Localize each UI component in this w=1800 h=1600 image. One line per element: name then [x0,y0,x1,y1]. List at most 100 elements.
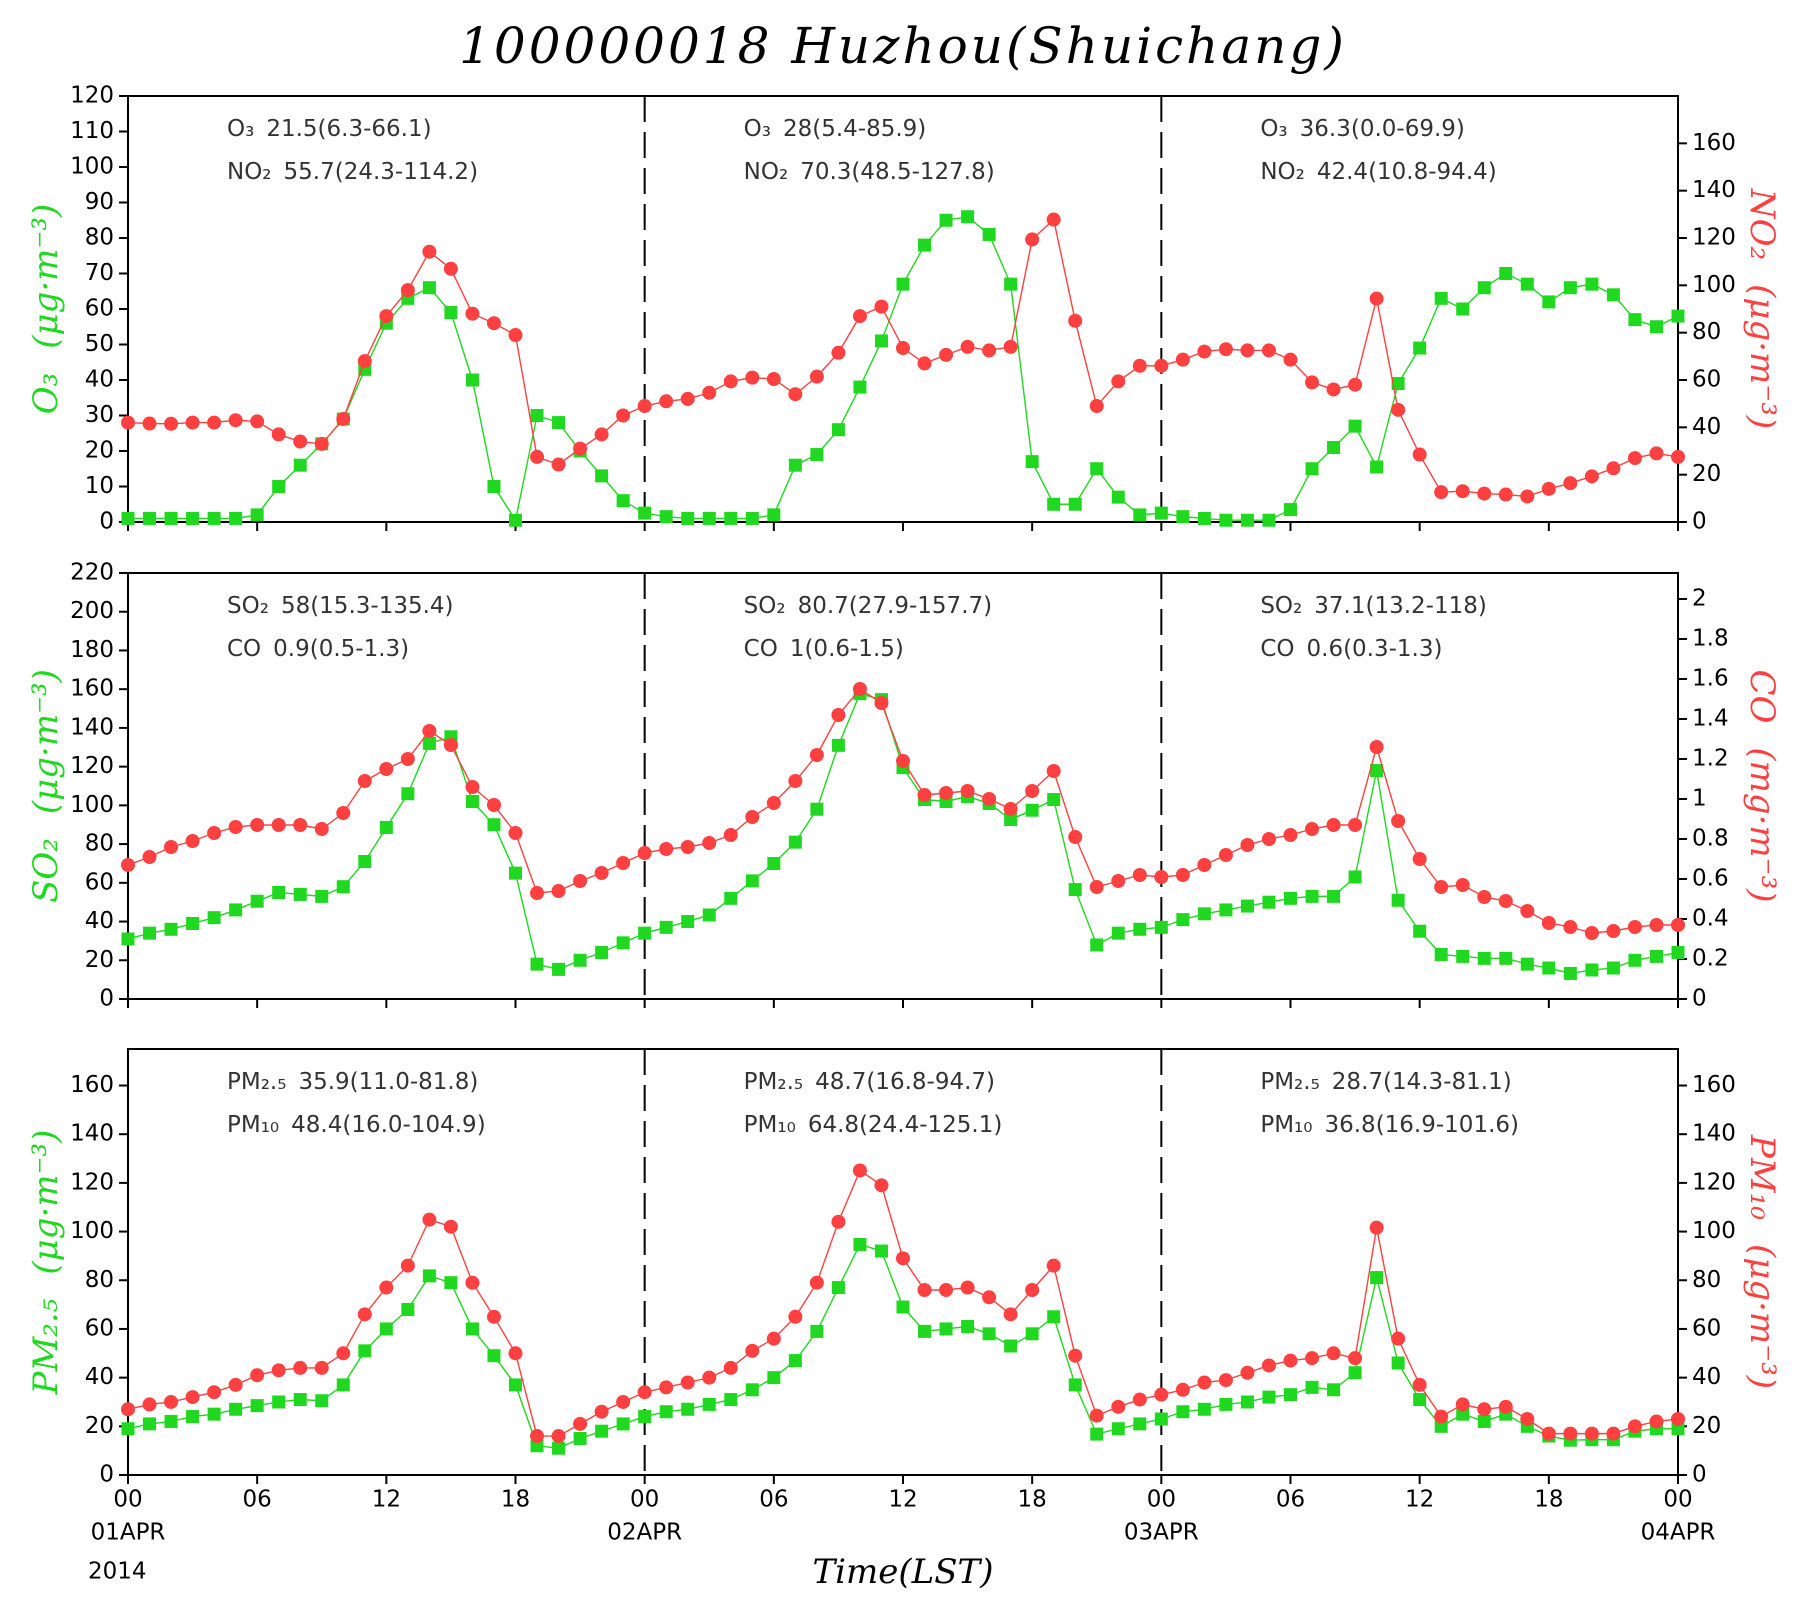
square-marker [207,511,221,525]
square-marker [702,908,716,922]
square-marker [745,1383,759,1397]
y2-tick-label: 40 [1692,1364,1721,1390]
y2-tick-label: 120 [1692,1169,1736,1195]
square-marker [1606,961,1620,975]
stat-value: 48.7(16.8-94.7) [815,1069,995,1095]
square-marker [1176,913,1190,927]
y2-tick-label: 60 [1692,367,1721,393]
circle-marker [1025,784,1040,798]
circle-marker [831,1214,846,1229]
circle-marker [831,708,846,722]
square-marker [229,511,243,525]
square-marker [272,480,286,493]
square-marker [1671,946,1685,960]
square-marker [1477,1414,1491,1428]
square-marker [1176,510,1190,524]
y-tick-label: 60 [85,1315,114,1341]
circle-marker [1003,1307,1018,1322]
circle-marker [1025,1282,1040,1297]
square-marker [336,880,350,894]
square-marker [1284,503,1297,517]
stat-value: 48.4(16.0-104.9) [291,1112,486,1138]
square-marker [724,891,738,905]
square-marker [638,506,652,520]
stat-value: 0.6(0.3-1.3) [1307,636,1443,662]
circle-marker [1025,232,1040,247]
circle-marker [1498,1399,1513,1414]
square-marker [1154,1412,1168,1426]
y-axis-unit: (μg·m⁻³) [26,1130,66,1275]
x-tick-label: 00 [1663,1487,1692,1513]
circle-marker [874,299,889,314]
circle-marker [1627,451,1642,466]
x-tick-label: 12 [888,1487,917,1513]
circle-marker [164,416,179,431]
circle-marker [616,856,631,870]
square-marker [250,1399,264,1413]
y-tick-label: 30 [85,402,114,428]
circle-marker [1649,1414,1664,1429]
y2-axis-species: CO [1742,669,1782,723]
y2-tick-label: 140 [1692,1121,1736,1147]
square-marker [250,508,264,522]
y-tick-label: 20 [85,1413,114,1439]
square-marker [1197,511,1211,525]
circle-marker [573,1416,588,1431]
square-marker [745,511,759,525]
square-marker [1520,957,1534,971]
circle-marker [896,754,910,768]
circle-marker [250,818,265,832]
x-date-label: 04APR [1641,1520,1716,1546]
square-marker [896,277,910,291]
circle-marker [1563,1426,1578,1441]
square-marker [1434,947,1448,961]
circle-marker [314,436,329,451]
series-line [127,692,1679,975]
circle-marker [1369,1220,1384,1235]
circle-marker [1132,1392,1147,1407]
square-marker [595,946,609,960]
y-tick-label: 80 [85,1267,114,1293]
stat-value: 1(0.6-1.5) [790,636,904,662]
circle-marker [1046,212,1061,227]
square-marker [853,1237,867,1251]
circle-marker [637,399,652,414]
square-marker [853,380,867,394]
square-marker [1649,949,1663,963]
circle-marker [852,309,867,324]
circle-marker [896,1251,910,1266]
y2-tick-label: 1.6 [1692,666,1729,692]
circle-marker [1391,1331,1406,1346]
square-marker [1585,963,1599,977]
square-marker [1671,309,1685,323]
square-marker [509,1378,522,1392]
y-tick-label: 220 [70,560,114,586]
circle-marker [745,370,760,385]
square-marker [1305,1380,1319,1394]
square-marker [1262,513,1276,527]
circle-marker [1477,486,1492,501]
square-marker [143,926,157,940]
circle-marker [142,850,157,864]
circle-marker [293,1360,308,1375]
square-marker [874,334,888,348]
circle-marker [121,858,135,872]
x-tick-label: 12 [372,1487,401,1513]
square-marker [465,794,479,808]
stat-species: PM₂.₅ [227,1069,286,1095]
square-marker [401,787,415,801]
circle-marker [422,724,437,738]
circle-marker [336,1346,351,1361]
square-marker [1047,1310,1061,1324]
square-marker [1197,907,1211,921]
y-tick-label: 140 [70,1121,114,1147]
square-marker [1606,288,1620,302]
stat-value: 35.9(11.0-81.8) [298,1069,478,1095]
circle-marker [960,339,975,354]
circle-marker [228,820,243,834]
circle-marker [1541,1426,1556,1441]
circle-marker [1627,1419,1642,1434]
square-marker [788,835,802,849]
stat-value: 70.3(48.5-127.8) [800,159,995,185]
circle-marker [1348,377,1363,392]
